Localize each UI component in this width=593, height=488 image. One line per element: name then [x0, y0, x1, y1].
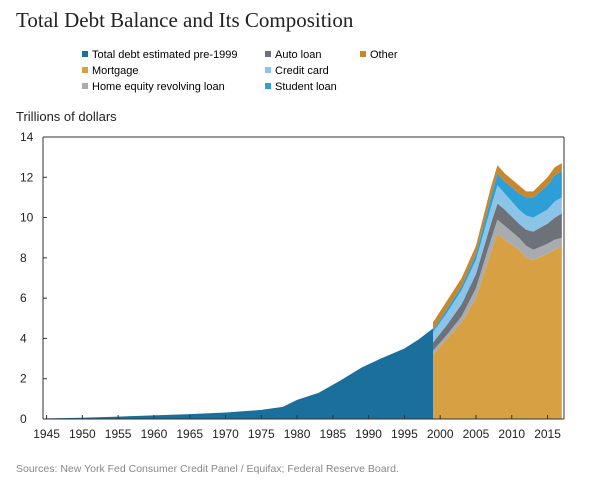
legend-swatch — [360, 51, 366, 57]
x-tick-label: 2005 — [463, 427, 490, 441]
series-area-mortgage — [433, 233, 562, 419]
legend-swatch — [82, 51, 88, 57]
x-tick-label: 1985 — [319, 427, 346, 441]
y-tick-label: 12 — [20, 170, 34, 184]
legend-label: Total debt estimated pre-1999 — [92, 49, 238, 61]
x-tick-label: 1970 — [212, 427, 239, 441]
x-tick-label: 1965 — [176, 427, 203, 441]
y-tick-label: 10 — [20, 211, 34, 225]
legend-swatch — [82, 83, 88, 89]
series-area-pre1999 — [46, 328, 434, 419]
x-tick-label: 2000 — [427, 427, 454, 441]
series-area-auto-loan — [433, 203, 562, 351]
legend-label: Auto loan — [275, 49, 322, 61]
y-tick-label: 0 — [20, 412, 27, 426]
y-tick-label: 14 — [20, 130, 34, 144]
x-tick-label: 1955 — [105, 427, 132, 441]
x-tick-label: 1960 — [141, 427, 168, 441]
series-area-home-equity-revolving-loan — [433, 219, 562, 355]
chart-title: Total Debt Balance and Its Composition — [16, 8, 354, 32]
y-tick-label: 8 — [20, 251, 27, 265]
x-tick-label: 1990 — [355, 427, 382, 441]
series-area-student-loan — [433, 171, 562, 333]
legend-label: Home equity revolving loan — [92, 81, 225, 93]
legend-swatch — [265, 51, 271, 57]
x-tick-label: 1995 — [391, 427, 418, 441]
legend-swatch — [265, 67, 271, 73]
legend-label: Credit card — [275, 65, 329, 77]
legend-label: Mortgage — [92, 65, 139, 77]
legend-label: Other — [370, 49, 398, 61]
legend-pre1999: Total debt estimated pre-1999 — [82, 49, 238, 62]
x-tick-label: 1950 — [69, 427, 96, 441]
x-tick-label: 1975 — [248, 427, 275, 441]
legend-swatch — [82, 67, 88, 73]
legend-other: Other — [360, 49, 398, 62]
x-tick-label: 1980 — [284, 427, 311, 441]
legend-auto-loan: Auto loan — [265, 49, 321, 62]
y-tick-label: 2 — [20, 372, 27, 386]
legend-credit-card: Credit card — [265, 65, 329, 78]
series-area-credit-card — [433, 185, 562, 343]
y-tick-label: 6 — [20, 291, 27, 305]
x-tick-label: 1945 — [33, 427, 60, 441]
source-note: Sources: New York Fed Consumer Credit Pa… — [16, 463, 399, 475]
legend-home-equity: Home equity revolving loan — [82, 81, 225, 94]
y-tick-label: 4 — [20, 331, 27, 345]
x-tick-label: 2015 — [534, 427, 561, 441]
legend-label: Student loan — [275, 81, 337, 93]
series-area-other — [433, 163, 562, 331]
legend-swatch — [265, 83, 271, 89]
legend-student-loan: Student loan — [265, 81, 337, 94]
x-tick-label: 2010 — [498, 427, 525, 441]
y-axis-label: Trillions of dollars — [16, 109, 117, 124]
legend-mortgage: Mortgage — [82, 65, 138, 78]
